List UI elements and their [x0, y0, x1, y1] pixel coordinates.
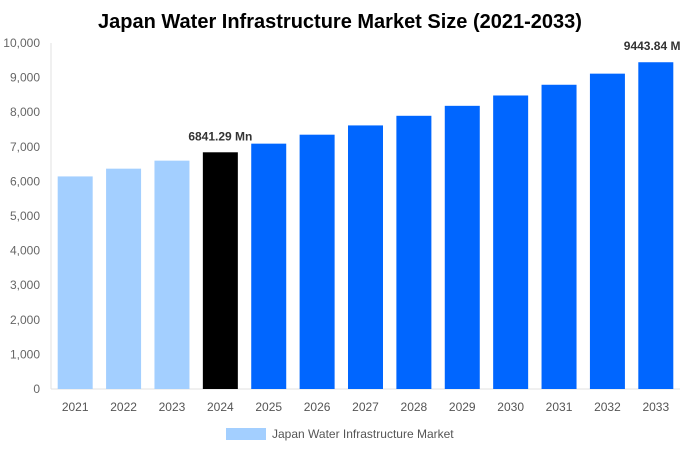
y-tick-label: 7,000 — [10, 140, 40, 154]
bar-2022 — [106, 168, 142, 389]
bar-2031 — [541, 84, 577, 389]
x-tick-label: 2033 — [642, 400, 669, 414]
data-label: 6841.29 Mn — [188, 129, 252, 143]
y-tick-label: 3,000 — [10, 278, 40, 292]
y-tick-label: 0 — [33, 382, 40, 396]
bar-2027 — [348, 125, 383, 389]
x-tick-label: 2030 — [497, 400, 524, 414]
x-tick-label: 2023 — [159, 400, 186, 414]
x-tick-label: 2027 — [352, 400, 379, 414]
y-tick-label: 8,000 — [10, 105, 40, 119]
bar-2021 — [57, 176, 93, 389]
bar-2026 — [299, 134, 335, 389]
x-tick-label: 2028 — [401, 400, 428, 414]
bar-2028 — [396, 115, 432, 389]
x-tick-label: 2029 — [449, 400, 476, 414]
bar-2032 — [589, 73, 625, 389]
y-tick-label: 9,000 — [10, 71, 40, 85]
y-tick-label: 2,000 — [10, 313, 40, 327]
bar-2030 — [493, 95, 529, 390]
legend-swatch — [226, 428, 266, 440]
bar-2029 — [444, 105, 480, 389]
legend-label: Japan Water Infrastructure Market — [272, 427, 454, 441]
bar-2023 — [154, 160, 190, 389]
legend: Japan Water Infrastructure Market — [226, 427, 454, 441]
bar-2033 — [638, 62, 674, 390]
y-tick-label: 10,000 — [3, 36, 40, 50]
data-label: 9443.84 Mn — [624, 39, 680, 53]
y-tick-label: 5,000 — [10, 209, 40, 223]
y-tick-label: 1,000 — [10, 347, 40, 361]
x-tick-label: 2025 — [255, 400, 282, 414]
x-tick-label: 2024 — [207, 400, 234, 414]
bar-2024 — [202, 152, 238, 389]
y-tick-label: 6,000 — [10, 174, 40, 188]
x-tick-label: 2026 — [304, 400, 331, 414]
x-tick-label: 2022 — [110, 400, 137, 414]
bar-2025 — [251, 143, 287, 389]
x-tick-label: 2021 — [62, 400, 89, 414]
x-tick-label: 2031 — [546, 400, 573, 414]
chart-title: Japan Water Infrastructure Market Size (… — [98, 11, 582, 33]
x-tick-label: 2032 — [594, 400, 621, 414]
y-tick-label: 4,000 — [10, 244, 40, 258]
